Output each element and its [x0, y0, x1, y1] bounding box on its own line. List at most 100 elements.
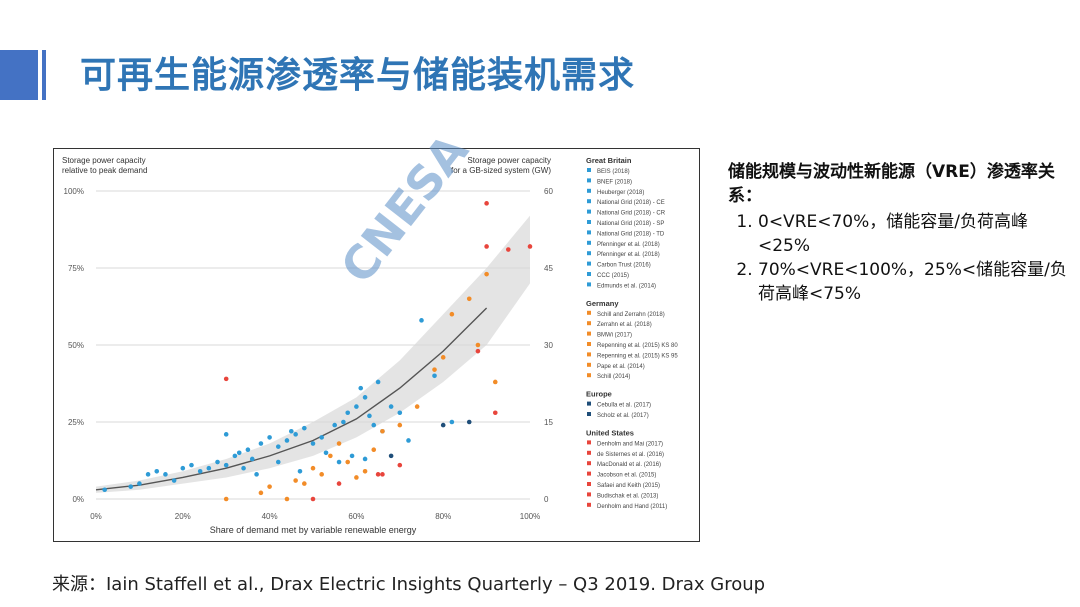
y-right-tick-label: 45	[544, 264, 553, 273]
y-right-tick-label: 30	[544, 341, 553, 350]
y-right-tick-label: 60	[544, 187, 553, 196]
x-tick-label: 60%	[348, 512, 364, 521]
data-point-great-britain	[336, 459, 342, 465]
y-right-tick-label: 0	[544, 495, 549, 504]
data-point-great-britain	[258, 441, 264, 446]
right-panel-list: 0<VRE<70%，储能容量/负荷高峰<25% 70%<VRE<100%，25%…	[728, 210, 1068, 306]
data-point-germany	[414, 404, 420, 409]
right-panel: 储能规模与波动性新能源（VRE）渗透率关系： 0<VRE<70%，储能容量/负荷…	[728, 160, 1068, 306]
data-point-germany	[475, 342, 481, 348]
data-point-europe	[466, 419, 472, 425]
data-point-great-britain	[293, 432, 298, 437]
data-point-great-britain	[358, 385, 364, 391]
data-point-great-britain	[449, 419, 455, 425]
data-point-germany	[328, 453, 333, 459]
data-point-united-states	[492, 410, 498, 416]
legend-marker	[587, 282, 591, 287]
legend-entry: Pape et al. (2014)	[597, 364, 645, 370]
x-tick-label: 20%	[175, 512, 191, 521]
data-point-great-britain	[241, 465, 246, 471]
legend-group-title: United States	[586, 428, 634, 437]
data-point-united-states	[484, 244, 489, 249]
data-point-great-britain	[102, 487, 107, 493]
data-point-great-britain	[223, 432, 229, 437]
legend-group-title: Germany	[586, 299, 619, 308]
legend-marker	[587, 412, 591, 416]
legend-marker	[587, 492, 591, 497]
data-point-united-states	[506, 247, 511, 252]
y-left-axis-title-line1: Storage power capacity	[62, 156, 146, 165]
data-point-germany	[319, 472, 324, 477]
data-point-germany	[432, 367, 437, 372]
legend-marker	[587, 310, 591, 315]
y-left-tick-label: 75%	[68, 264, 84, 273]
legend-marker	[587, 220, 591, 224]
legend-marker	[587, 178, 591, 183]
legend-entry: Zerrahn et al. (2018)	[597, 322, 652, 328]
legend-entry: BNEF (2018)	[597, 179, 632, 185]
legend-entry: CCC (2015)	[597, 273, 629, 279]
data-point-united-states	[223, 376, 229, 382]
data-point-united-states	[310, 496, 316, 502]
data-point-great-britain	[145, 472, 151, 477]
legend-entry: Safaei and Keith (2015)	[597, 483, 660, 489]
legend-entry: Pfenninger et al. (2018)	[597, 242, 660, 248]
legend-marker	[587, 230, 591, 235]
data-point-germany	[449, 311, 455, 317]
legend-entry: de Sisternes et al. (2016)	[597, 452, 664, 458]
data-point-germany	[302, 481, 307, 486]
data-point-great-britain	[362, 395, 368, 400]
legend-marker	[587, 352, 591, 357]
legend-marker	[587, 362, 591, 367]
data-point-germany	[336, 441, 342, 446]
legend-entry: MacDonald et al. (2016)	[597, 462, 661, 468]
data-point-great-britain	[302, 425, 307, 431]
data-point-great-britain	[215, 459, 220, 465]
data-point-united-states	[527, 244, 533, 249]
data-point-great-britain	[284, 438, 290, 443]
data-point-great-britain	[310, 441, 316, 446]
data-point-germany	[223, 496, 229, 502]
data-point-germany	[267, 484, 272, 489]
y-right-tick-label: 15	[544, 418, 553, 427]
data-point-great-britain	[232, 453, 238, 459]
legend-marker	[587, 188, 591, 193]
legend-marker	[587, 240, 591, 245]
data-point-great-britain	[319, 435, 324, 440]
data-point-great-britain	[367, 413, 372, 419]
data-point-great-britain	[354, 404, 359, 409]
data-point-germany	[492, 379, 498, 385]
legend-marker	[587, 471, 591, 476]
legend-marker	[587, 401, 591, 406]
data-point-europe	[440, 422, 446, 428]
data-point-germany	[284, 496, 290, 502]
data-point-great-britain	[289, 428, 294, 434]
legend-entry: National Grid (2018) - TD	[597, 231, 665, 237]
chart-panel: 0% 0 25% 15 50% 30 75% 45 100% 60 0% 20% 40% 60% 80% 10…	[53, 148, 700, 542]
legend-entry: Repenning et al. (2015) KS 80	[597, 343, 678, 349]
legend-marker	[587, 502, 591, 507]
data-point-germany	[258, 490, 264, 496]
data-point-germany	[380, 428, 385, 434]
legend-entry: Budischak et al. (2013)	[597, 493, 658, 499]
data-point-germany	[293, 478, 298, 483]
data-point-great-britain	[332, 422, 338, 428]
legend-group-title: Europe	[586, 390, 612, 399]
data-point-great-britain	[223, 462, 229, 468]
legend-marker	[587, 461, 591, 466]
data-point-germany	[466, 296, 472, 302]
data-point-great-britain	[180, 465, 186, 471]
data-point-germany	[310, 465, 316, 471]
legend-entry: Denholm and Hand (2011)	[597, 504, 667, 510]
trend-line	[95, 307, 488, 491]
legend-marker	[587, 342, 591, 346]
legend-entry: BEIS (2018)	[597, 169, 630, 175]
data-point-great-britain	[297, 468, 303, 474]
data-point-united-states	[475, 348, 481, 354]
y-left-tick-label: 0%	[72, 495, 84, 504]
legend-marker	[587, 199, 591, 204]
data-point-great-britain	[128, 484, 134, 489]
data-point-great-britain	[189, 462, 194, 468]
legend-marker	[587, 251, 591, 256]
confidence-band	[96, 215, 530, 493]
